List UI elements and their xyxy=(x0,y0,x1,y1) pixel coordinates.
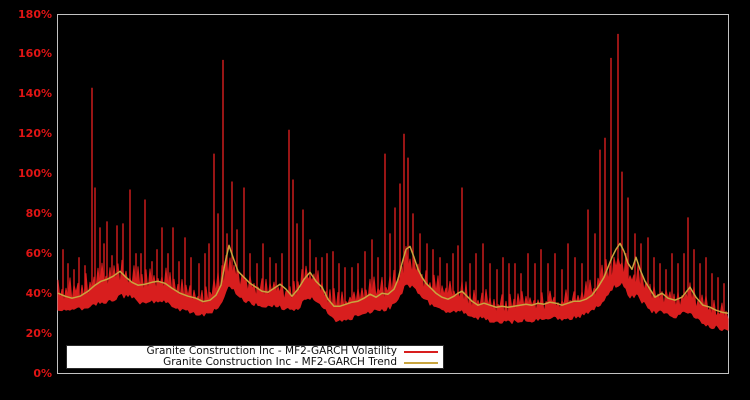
legend-label-volatility: Granite Construction Inc - MF2-GARCH Vol… xyxy=(146,345,397,357)
y-axis-tick-label: 60% xyxy=(25,246,52,260)
legend-entry-trend: Granite Construction Inc - MF2-GARCH Tre… xyxy=(67,357,443,368)
y-axis-tick-label: 20% xyxy=(25,326,52,340)
y-axis-tick-label: 160% xyxy=(18,47,52,61)
y-axis: 0% 20% 40% 60% 80% 100% 120% 140% 160% 180% xyxy=(0,0,52,400)
legend: Granite Construction Inc - MF2-GARCH Vol… xyxy=(66,345,444,369)
legend-label-trend: Granite Construction Inc - MF2-GARCH Tre… xyxy=(163,356,397,368)
plot-frame xyxy=(57,14,729,374)
y-axis-tick-label: 100% xyxy=(18,167,52,181)
y-axis-tick-label: 0% xyxy=(33,366,52,380)
y-axis-tick-label: 40% xyxy=(25,286,52,300)
legend-entry-volatility: Granite Construction Inc - MF2-GARCH Vol… xyxy=(67,346,443,357)
legend-trend-line-icon xyxy=(404,361,438,364)
y-axis-tick-label: 80% xyxy=(25,206,52,220)
y-axis-tick-label: 140% xyxy=(18,87,52,101)
y-axis-tick-label: 120% xyxy=(18,127,52,141)
legend-volatility-line-icon xyxy=(404,350,438,353)
y-axis-tick-label: 180% xyxy=(18,7,52,21)
